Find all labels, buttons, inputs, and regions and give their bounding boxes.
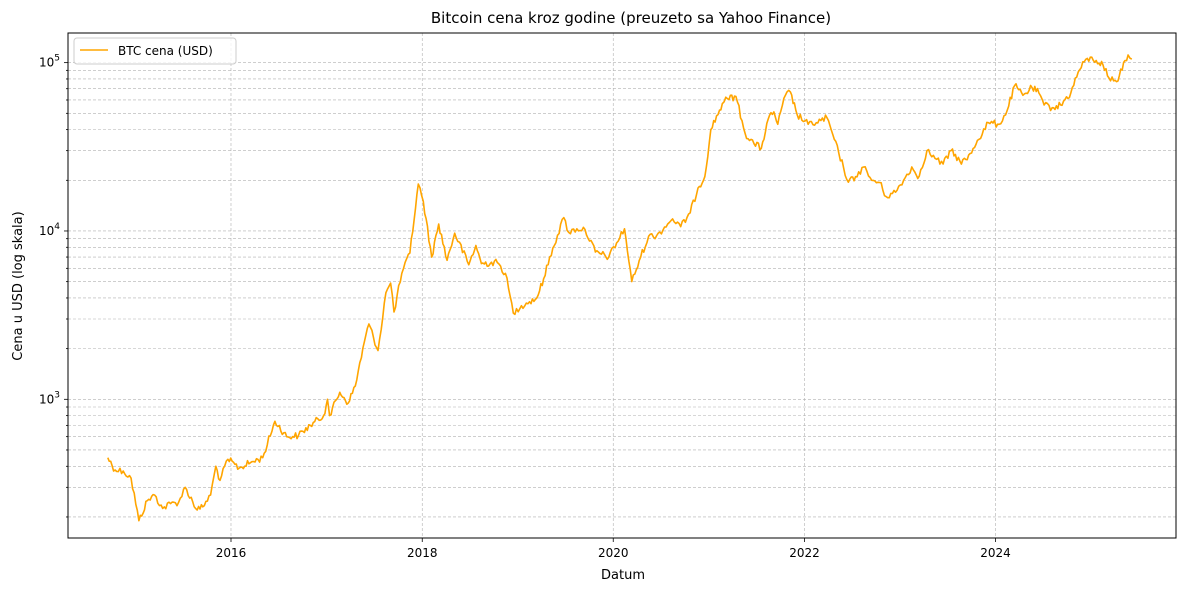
chart-title: Bitcoin cena kroz godine (preuzeto sa Ya…	[431, 9, 831, 27]
legend-box	[73, 37, 237, 65]
x-tick-label: 2020	[598, 546, 629, 560]
y-tick-label: 103	[39, 390, 60, 406]
x-tick-label: 2024	[980, 546, 1011, 560]
legend: BTC cena (USD)	[73, 37, 237, 65]
plot-area	[67, 32, 1177, 539]
x-axis: 2016 2018 2020 2022 2024	[216, 538, 1011, 560]
x-tick-label: 2016	[216, 546, 247, 560]
y-axis-label: Cena u USD (log skala)	[11, 211, 26, 360]
grid-lines	[68, 33, 1176, 538]
y-tick-label: 104	[39, 222, 60, 238]
x-tick-label: 2022	[789, 546, 820, 560]
x-tick-label: 2018	[407, 546, 438, 560]
x-axis-label: Datum	[601, 568, 645, 583]
btc-price-line	[107, 54, 1133, 522]
legend-label: BTC cena (USD)	[118, 44, 213, 58]
y-axis: 103 104 105	[39, 54, 68, 518]
y-tick-label: 105	[39, 54, 60, 70]
